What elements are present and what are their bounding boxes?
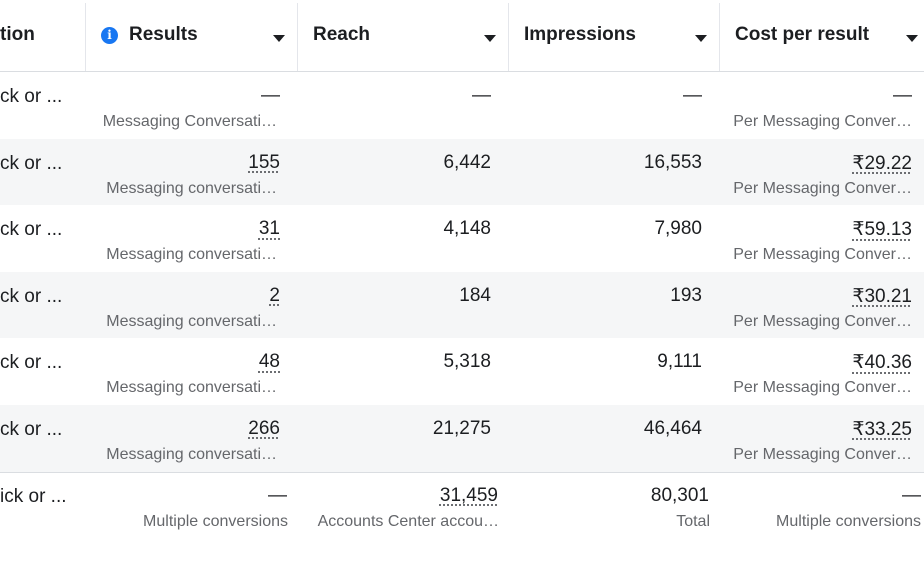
cell-value: 155 <box>248 151 280 173</box>
cell-subtitle: Messaging Conversati… <box>102 113 277 130</box>
cell-subtitle: Per Messaging Conver… <box>733 379 912 397</box>
sort-dropdown[interactable] <box>273 35 285 42</box>
cell-value: ₹29.22 <box>852 152 912 174</box>
column-header[interactable]: Impressions <box>524 24 636 45</box>
cell-value: — <box>683 85 702 106</box>
column-header[interactable]: Results <box>129 24 198 45</box>
cell-value: 16,553 <box>643 151 702 173</box>
cell-value: 21,275 <box>432 418 491 439</box>
cell-value: 193 <box>670 284 702 306</box>
cell-subtitle: Messaging conversati… <box>106 379 277 397</box>
sort-dropdown[interactable] <box>906 35 918 42</box>
cell-subtitle: Per Messaging Conver… <box>733 312 912 330</box>
data-row <box>0 72 924 139</box>
cell-value: — <box>261 85 280 106</box>
column-header[interactable]: Reach <box>313 24 371 45</box>
row-name: ck or ... <box>0 152 63 174</box>
cell-value: 7,980 <box>654 218 702 240</box>
cell-value: 5,318 <box>443 351 491 373</box>
header-divider <box>719 3 720 71</box>
row-name: ck or ... <box>0 285 63 307</box>
cell-value: 2 <box>269 284 280 306</box>
header-row <box>0 3 924 72</box>
cell-value: — <box>472 85 491 106</box>
row-name: ck or ... <box>0 352 63 374</box>
cell-value: — <box>893 85 912 106</box>
cell-subtitle: Per Messaging Conver… <box>733 113 912 130</box>
data-row <box>0 405 924 472</box>
cell-value: ₹59.13 <box>852 219 912 241</box>
row-name: ck or ... <box>0 86 63 107</box>
cell-subtitle: Messaging conversati… <box>106 446 277 463</box>
cell-value: 6,442 <box>443 151 491 173</box>
sort-dropdown[interactable] <box>484 35 496 42</box>
cell-subtitle: Messaging conversati… <box>106 312 277 330</box>
cell-value: 266 <box>248 418 280 439</box>
cell-value: ₹40.36 <box>852 352 912 374</box>
cell-subtitle: Per Messaging Conver… <box>733 179 912 197</box>
cell-subtitle: Multiple conversions <box>143 512 288 530</box>
column-header[interactable]: Cost per result <box>735 24 870 45</box>
data-row <box>0 138 924 206</box>
cell-value: ₹30.21 <box>852 285 912 307</box>
row-name: ck or ... <box>0 419 63 440</box>
info-icon[interactable]: i <box>101 27 118 44</box>
cell-subtitle: Messaging conversati… <box>106 246 277 264</box>
cell-subtitle: Messaging conversati… <box>106 179 277 197</box>
cell-subtitle: Per Messaging Conver… <box>733 246 912 264</box>
cell-value: ₹33.25 <box>852 419 912 440</box>
header-divider <box>297 3 298 71</box>
cell-value: 46,464 <box>643 418 702 439</box>
cell-value: 184 <box>459 284 491 306</box>
sort-dropdown[interactable] <box>695 35 707 42</box>
cell-value: — <box>268 484 287 506</box>
data-row <box>0 271 924 339</box>
cell-subtitle: Accounts Center accou… <box>317 512 499 530</box>
header-divider <box>508 3 509 71</box>
cell-subtitle: Total <box>676 512 710 530</box>
cell-value: 80,301 <box>650 484 709 506</box>
cell-value: 31 <box>258 218 280 240</box>
data-row <box>0 205 924 273</box>
cell-value: — <box>902 484 921 506</box>
cell-value: 48 <box>258 351 280 373</box>
cell-value: 9,111 <box>657 351 702 373</box>
cell-subtitle: Multiple conversions <box>776 512 921 530</box>
cell-subtitle: Per Messaging Conver… <box>733 446 912 463</box>
cell-value: 31,459 <box>439 484 498 506</box>
column-header[interactable]: tion <box>0 24 35 45</box>
data-row <box>0 338 924 406</box>
row-name: ck or ... <box>0 219 63 241</box>
row-name: ick or ... <box>0 485 67 507</box>
cell-value: 4,148 <box>443 218 491 240</box>
total-row <box>0 471 924 540</box>
header-divider <box>85 3 86 71</box>
